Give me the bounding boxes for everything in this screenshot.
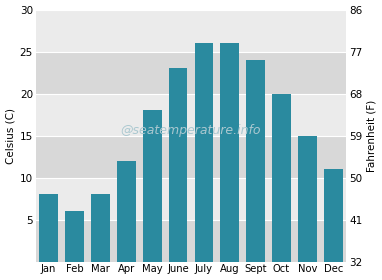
Bar: [324, 169, 343, 262]
Bar: [65, 211, 84, 262]
Bar: [194, 43, 213, 262]
Bar: [91, 194, 110, 262]
Bar: [169, 68, 188, 262]
Bar: [36, 178, 346, 220]
Bar: [272, 94, 291, 262]
Y-axis label: Celsius (C): Celsius (C): [6, 108, 16, 164]
Bar: [246, 60, 265, 262]
Bar: [36, 220, 346, 262]
Bar: [220, 43, 239, 262]
Bar: [39, 194, 58, 262]
Bar: [143, 110, 162, 262]
Bar: [36, 52, 346, 94]
Text: @seatemperature.info: @seatemperature.info: [121, 124, 261, 137]
Bar: [298, 136, 317, 262]
Y-axis label: Fahrenheit (F): Fahrenheit (F): [366, 99, 376, 172]
Bar: [36, 94, 346, 136]
Bar: [36, 136, 346, 178]
Bar: [117, 161, 136, 262]
Bar: [36, 10, 346, 52]
